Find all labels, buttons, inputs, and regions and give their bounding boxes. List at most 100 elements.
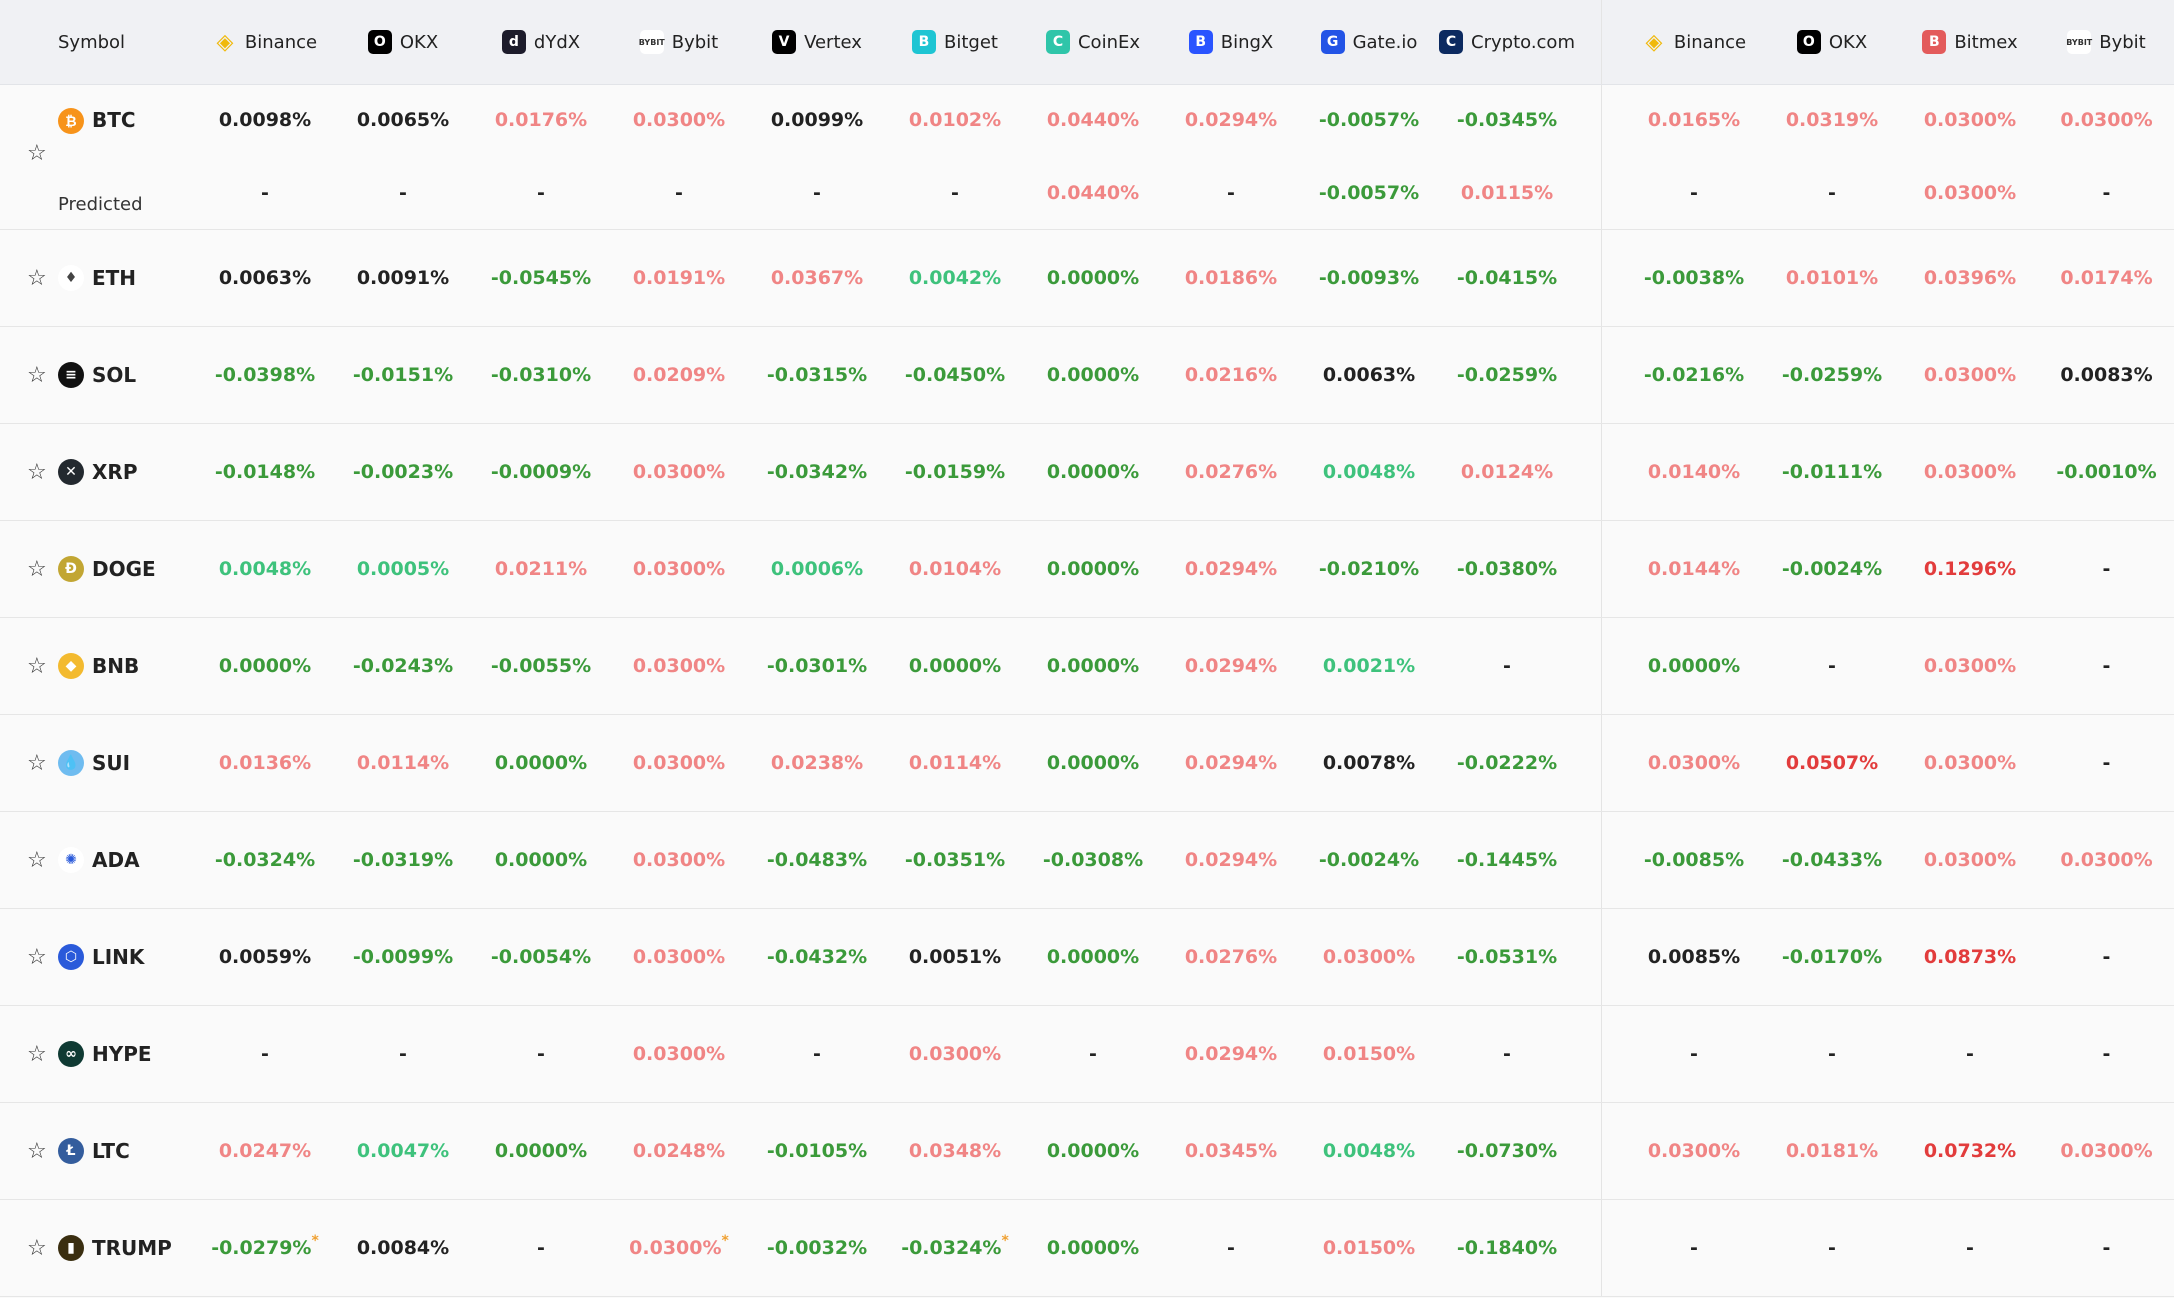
symbol-cell[interactable]: ☆ ⬡ LINK (0, 909, 196, 1005)
symbol-cell[interactable]: ☆ 💧 SUI (0, 715, 196, 811)
column-header-bitget[interactable]: B Bitget (886, 0, 1024, 84)
star-icon[interactable]: ☆ (27, 1041, 47, 1067)
rate-value: -0.0024% (1781, 558, 1883, 580)
column-header-dydx[interactable]: d dYdX (472, 0, 610, 84)
rate-cell: 0.0300% (1300, 946, 1438, 968)
symbol-name[interactable]: XRP (92, 460, 138, 484)
column-header-binance[interactable]: ◈ Binance (196, 0, 334, 84)
table-row[interactable]: ☆ ∞ HYPE - - - 0.0300% - 0.0300% - 0.0294% 0.0150% -… (0, 1006, 2174, 1103)
symbol-name[interactable]: ETH (92, 266, 137, 290)
column-header-binance[interactable]: ◈ Binance (1625, 0, 1763, 84)
okx-icon: O (367, 30, 392, 54)
predicted-rate-value: - (951, 182, 959, 204)
table-row[interactable]: ☆ ≡ SOL -0.0398% -0.0151% -0.0310% 0.0209% -0.0… (0, 327, 2174, 424)
symbol-name[interactable]: BNB (92, 654, 140, 678)
symbol-cell[interactable]: ☆ ▮ TRUMP (0, 1200, 196, 1296)
rate-cell: -0.0170% (1763, 946, 1901, 968)
rate-cell: 0.0174% (2039, 267, 2174, 289)
star-icon[interactable]: ☆ (27, 265, 47, 291)
column-header-gateio[interactable]: G Gate.io (1300, 0, 1438, 84)
predicted-marker: * (311, 1233, 319, 1249)
symbol-cell[interactable]: ☆ ◆ BNB (0, 618, 196, 714)
column-header-bybit[interactable]: BYBIT Bybit (610, 0, 748, 84)
star-icon[interactable]: ☆ (27, 362, 47, 388)
rate-value: 0.0300% (908, 1043, 1002, 1065)
rate-value: - (2102, 946, 2111, 968)
table-row[interactable]: ☆ ▮ TRUMP -0.0279%* 0.0084% -0.0300%* -0.0032%… (0, 1200, 2174, 1297)
rate-cell: 0.0181% (1763, 1140, 1901, 1162)
rate-cell: - (1763, 1237, 1901, 1259)
table-row[interactable]: ☆ ₿ BTC 0.0098% 0.0065% 0.0176% 0.0300% 0.0099%… (0, 85, 2174, 230)
star-icon[interactable]: ☆ (27, 556, 47, 582)
column-divider (1576, 424, 1625, 520)
symbol-name[interactable]: SUI (92, 751, 131, 775)
symbol-cell[interactable]: ☆ ✕ XRP (0, 424, 196, 520)
rate-value: - (1828, 1043, 1836, 1065)
rate-value: - (1227, 1237, 1235, 1259)
exchange-name: dYdX (533, 31, 581, 53)
rate-value: -0.0148% (214, 461, 316, 483)
rate-value: -0.0345% (1456, 109, 1558, 131)
column-header-bybit[interactable]: BYBIT Bybit (2039, 0, 2174, 84)
table-row[interactable]: ☆ Ł LTC 0.0247% 0.0047% 0.0000% 0.0248% -0.0105… (0, 1103, 2174, 1200)
symbol-name[interactable]: ADA (92, 848, 140, 872)
symbol-cell[interactable]: ☆ ♦ ETH (0, 230, 196, 326)
table-row[interactable]: ☆ ✺ ADA -0.0324% -0.0319% 0.0000% 0.0300% -0.04… (0, 812, 2174, 909)
table-row[interactable]: ☆ Ð DOGE 0.0048% 0.0005% 0.0211% 0.0300% 0.0006… (0, 521, 2174, 618)
star-icon[interactable]: ☆ (27, 1235, 47, 1261)
column-header-bitmex[interactable]: B Bitmex (1901, 0, 2039, 84)
table-row[interactable]: ☆ 💧 SUI 0.0136% 0.0114% 0.0000% 0.0300% 0.0238%… (0, 715, 2174, 812)
predicted-rate-value: - (813, 182, 821, 204)
rate-value: 0.0091% (356, 267, 450, 289)
symbol-name[interactable]: BTC (92, 108, 136, 132)
symbol-cell[interactable]: ☆ ≡ SOL (0, 327, 196, 423)
rate-cell: 0.0300% (2039, 1140, 2174, 1162)
rate-value: -0.0531% (1456, 946, 1558, 968)
column-header-okx[interactable]: O OKX (334, 0, 472, 84)
rate-cell: 0.0047% (334, 1140, 472, 1162)
star-icon[interactable]: ☆ (27, 1138, 47, 1164)
rate-value: 0.0181% (1785, 1140, 1879, 1162)
symbol-name[interactable]: SOL (92, 363, 137, 387)
rate-cell: 0.0042% (886, 267, 1024, 289)
rate-value: -0.0009% (490, 461, 592, 483)
symbol-name[interactable]: HYPE (92, 1042, 152, 1066)
symbol-name[interactable]: LTC (92, 1139, 130, 1163)
symbol-cell[interactable]: ☆ ₿ BTC (0, 85, 196, 229)
rate-cell: -0.0415% (1438, 267, 1576, 289)
column-header-coinex[interactable]: C CoinEx (1024, 0, 1162, 84)
symbol-name[interactable]: TRUMP (92, 1236, 172, 1260)
symbol-cell[interactable]: ☆ ✺ ADA (0, 812, 196, 908)
rate-value: 0.0294% (1184, 752, 1278, 774)
symbol-cell[interactable]: ☆ Ł LTC (0, 1103, 196, 1199)
star-icon[interactable]: ☆ (27, 459, 47, 485)
rate-cell: 0.0440% (1024, 109, 1162, 131)
rate-value: -0.0259% (1781, 364, 1883, 386)
symbol-cell[interactable]: ☆ Ð DOGE (0, 521, 196, 617)
rate-value: 0.0048% (1322, 461, 1416, 483)
table-row[interactable]: ☆ ⬡ LINK 0.0059% -0.0099% -0.0054% 0.0300% -0.0… (0, 909, 2174, 1006)
star-icon[interactable]: ☆ (27, 847, 47, 873)
dydx-icon: d (501, 30, 526, 54)
symbol-cell[interactable]: ☆ ∞ HYPE (0, 1006, 196, 1102)
star-icon[interactable]: ☆ (27, 141, 47, 166)
symbol-name[interactable]: DOGE (92, 557, 156, 581)
symbol-name[interactable]: LINK (92, 945, 145, 969)
star-icon[interactable]: ☆ (27, 750, 47, 776)
table-row[interactable]: ☆ ♦ ETH 0.0063% 0.0091% -0.0545% 0.0191% 0.0367… (0, 230, 2174, 327)
table-row[interactable]: ☆ ◆ BNB 0.0000% -0.0243% -0.0055% 0.0300% -0.03… (0, 618, 2174, 715)
star-icon[interactable]: ☆ (27, 653, 47, 679)
star-icon[interactable]: ☆ (27, 944, 47, 970)
table-row[interactable]: ☆ ✕ XRP -0.0148% -0.0023% -0.0009% 0.0300% -0.0… (0, 424, 2174, 521)
column-header-bingx[interactable]: B BingX (1162, 0, 1300, 84)
rate-value: 0.0000% (494, 849, 588, 871)
rate-value: -0.0324% (901, 1237, 1002, 1259)
rate-cell: -0.0450% (886, 364, 1024, 386)
rate-cell: - (2039, 558, 2174, 580)
column-header-vertex[interactable]: V Vertex (748, 0, 886, 84)
column-header-okx[interactable]: O OKX (1763, 0, 1901, 84)
column-header-symbol[interactable]: Symbol (58, 31, 126, 53)
column-header-cryptocom[interactable]: C Crypto.com (1438, 0, 1576, 84)
column-divider (1576, 812, 1625, 908)
rate-value: 0.0300% (632, 109, 726, 131)
